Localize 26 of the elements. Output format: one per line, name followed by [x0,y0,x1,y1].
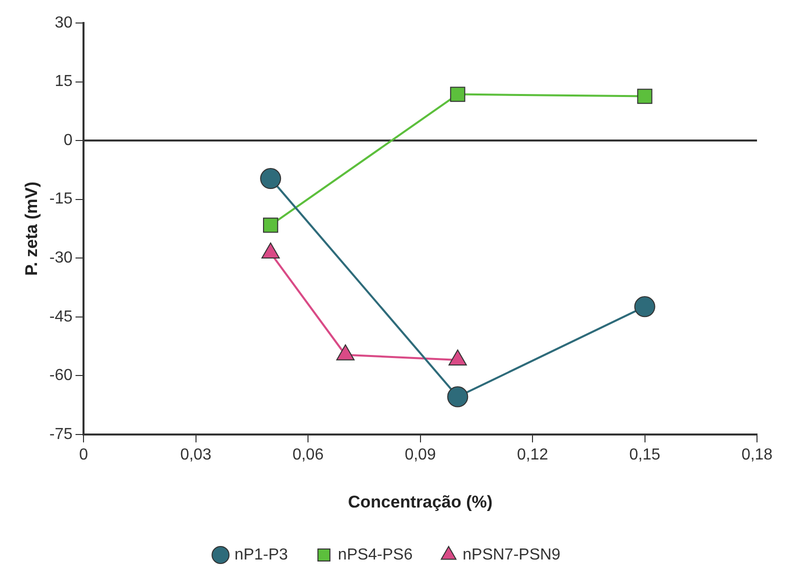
point [634,296,656,318]
y-tick-label: -60 [49,367,73,384]
point [260,168,282,190]
x-tick-label: 0,12 [516,446,548,464]
y-tick-label: 15 [54,73,73,90]
point [450,86,466,102]
x-tick-label: 0,06 [292,446,324,464]
point [263,218,278,233]
legend-label: nPSN7-PSN9 [462,546,561,564]
legend-label: nP1-P3 [234,546,288,564]
y-tick-label: -45 [49,308,73,326]
y-tick-label: -30 [49,249,73,266]
x-axis-title: Concentração (%) [348,492,493,512]
legend-label: nPS4-PS6 [338,546,413,564]
x-tick-label: 0,09 [404,446,436,464]
point [447,386,468,408]
point [637,88,652,104]
x-tick-label: 0,18 [741,446,773,464]
y-tick-label: 0 [64,132,73,149]
x-tick-label: 0 [79,446,88,464]
x-tick-label: 0,03 [180,446,212,464]
y-tick-label: -15 [49,190,73,208]
x-tick-label: 0,15 [629,446,660,464]
y-axis-title: P. zeta (mV) [22,182,41,276]
y-tick-label: -75 [49,426,73,443]
y-tick-label: 30 [54,14,73,32]
